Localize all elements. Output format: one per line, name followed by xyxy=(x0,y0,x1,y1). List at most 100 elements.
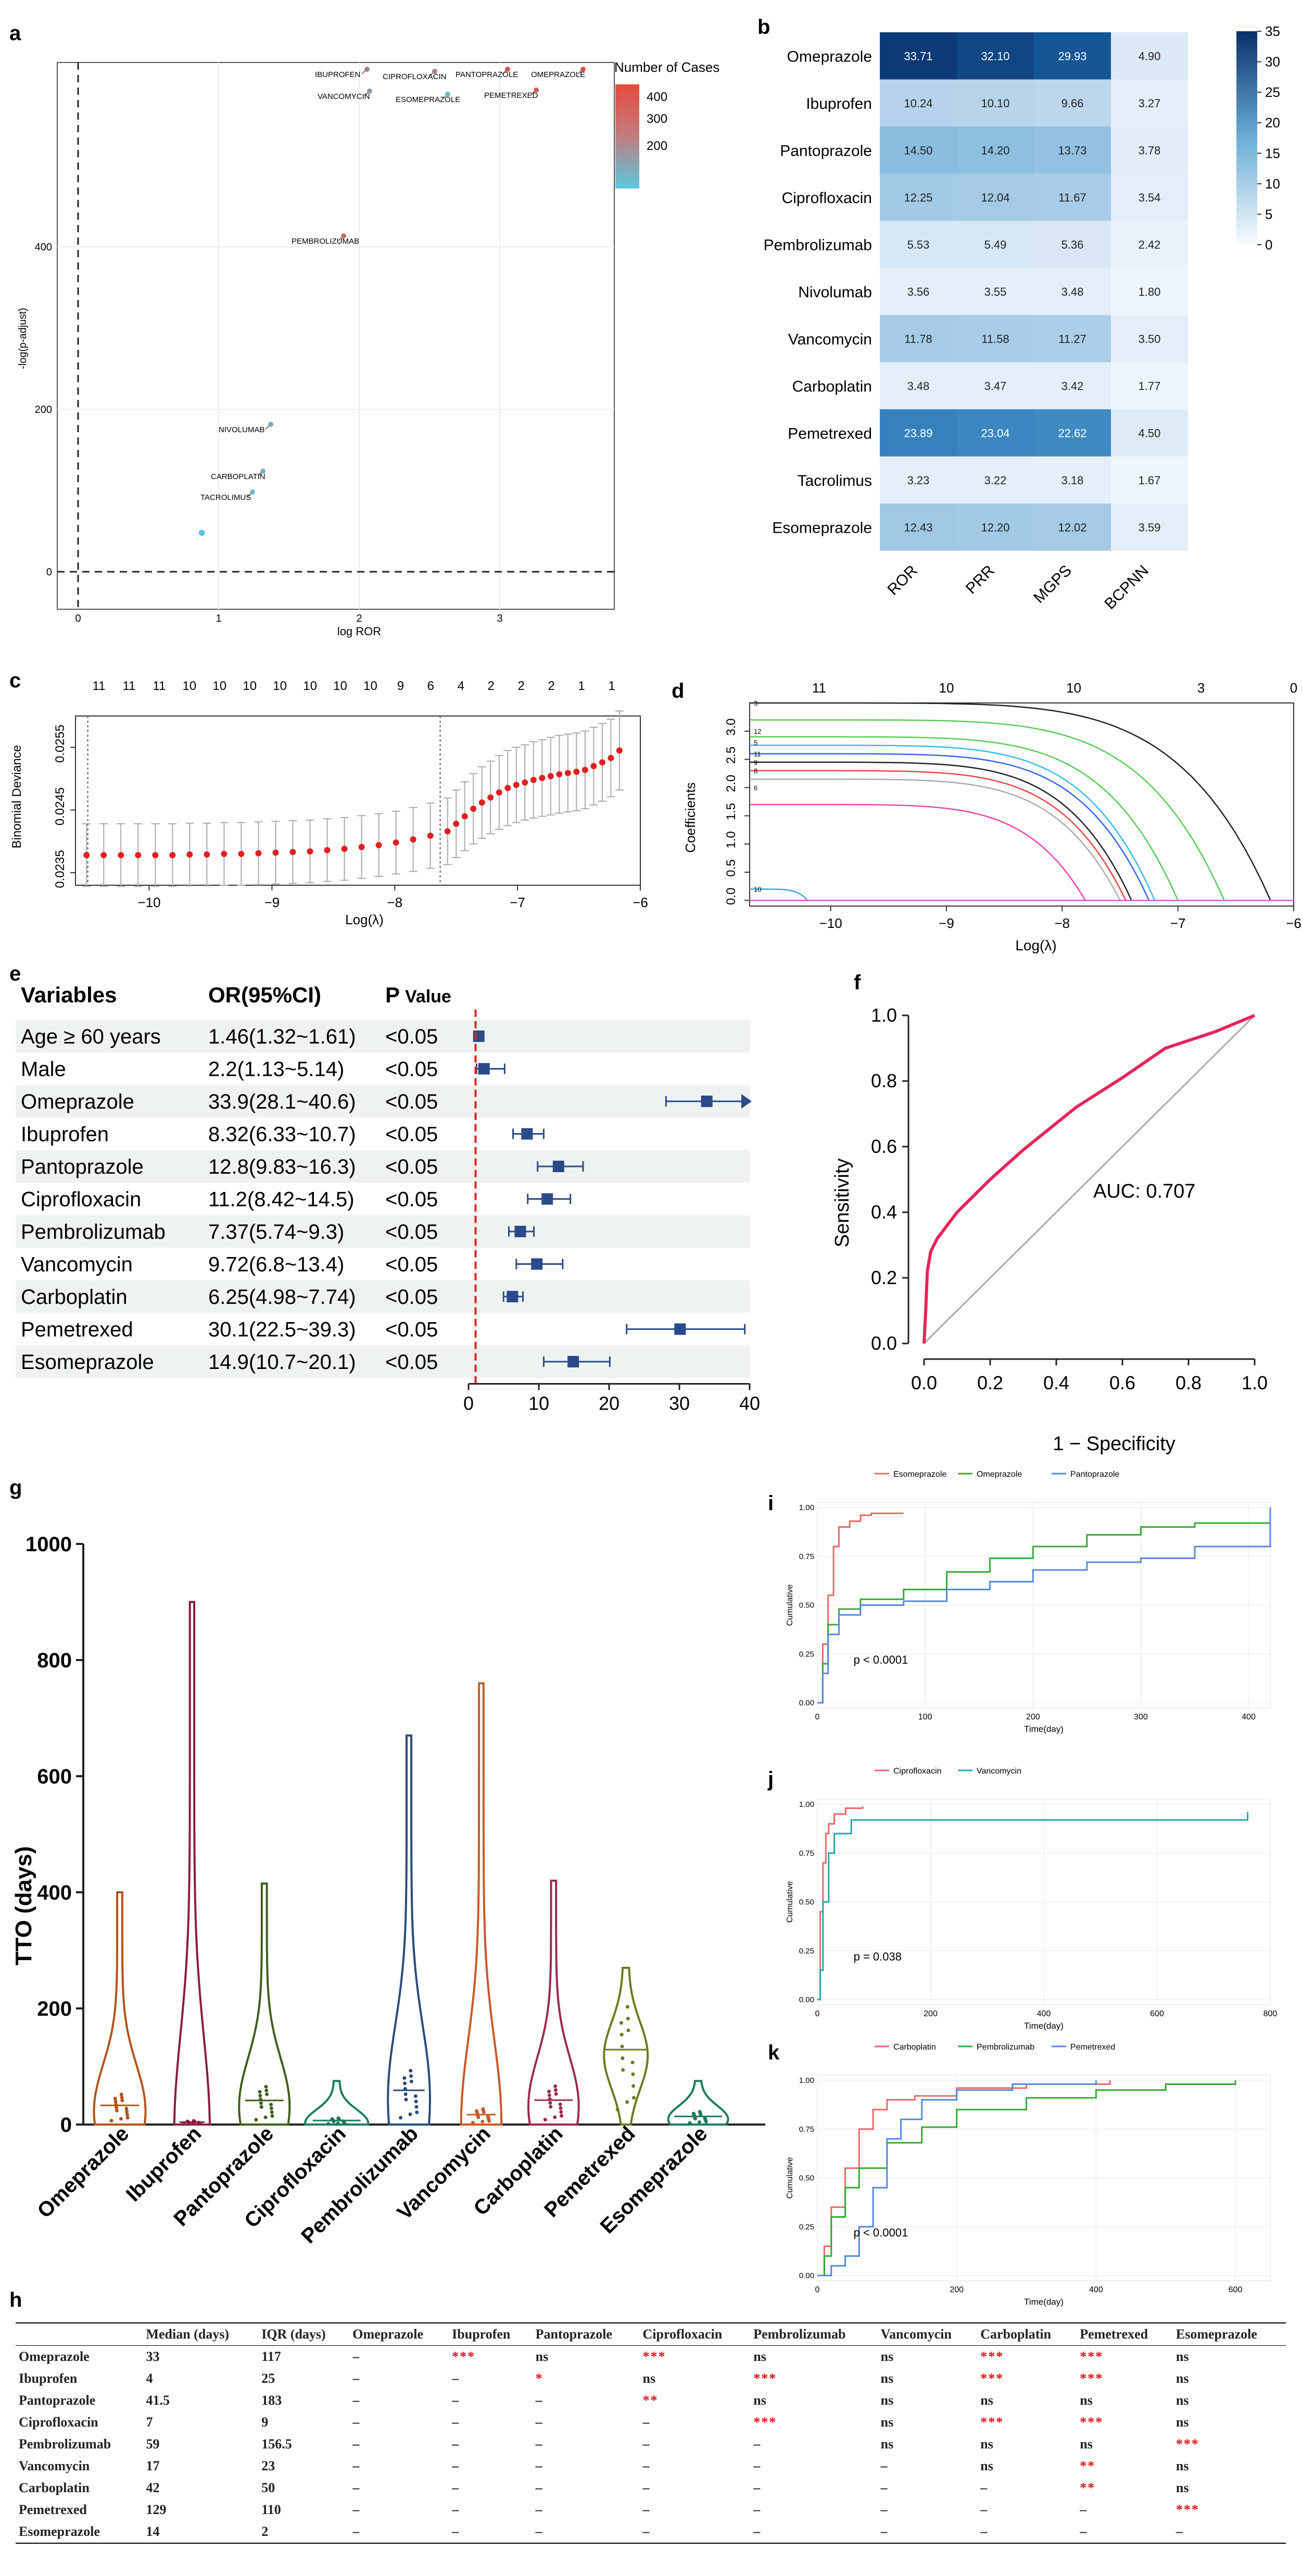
table-cell: – xyxy=(880,2458,888,2473)
data-dot xyxy=(115,2108,119,2113)
coefficient-path xyxy=(750,888,808,901)
x-tick-label: 200 xyxy=(924,2009,938,2018)
data-dot xyxy=(554,2092,558,2096)
table-cell: ns xyxy=(880,2349,894,2364)
table-header-cell: Carboplatin xyxy=(977,2322,1077,2346)
heatmap-cell xyxy=(1111,173,1188,221)
x-tick-label: 0 xyxy=(815,1713,820,1721)
forest-row-band xyxy=(16,1215,750,1248)
y-axis-label: Binomial Deviance xyxy=(10,745,24,849)
data-dot xyxy=(626,2017,630,2021)
point-label: VANCOMYCIN xyxy=(318,92,370,101)
heatmap-cell-value: 10.10 xyxy=(981,97,1009,110)
cv-point xyxy=(582,766,588,773)
forest-row-band xyxy=(16,1345,750,1378)
heatmap-cell xyxy=(1034,315,1111,362)
panel-label-d: d xyxy=(672,680,685,702)
table-cell: * xyxy=(535,2371,543,2386)
heatmap-cell xyxy=(1111,268,1188,315)
table-cell: 4 xyxy=(146,2371,153,2386)
table-cell: *** xyxy=(1080,2349,1104,2364)
table-cell: 156.5 xyxy=(261,2436,292,2452)
heatmap-cell-value: 32.10 xyxy=(981,49,1009,62)
table-cell: – xyxy=(1172,2521,1286,2544)
table-cell: – xyxy=(753,2502,761,2517)
y-tick-label: 0.75 xyxy=(799,1552,814,1561)
data-dot xyxy=(547,2089,551,2093)
data-dot xyxy=(548,2097,552,2101)
forest-header-value: Value xyxy=(405,987,451,1007)
data-dot xyxy=(125,2113,129,2117)
forest-p-value: <0.05 xyxy=(385,1090,438,1113)
top-tick-label: 10 xyxy=(273,679,287,693)
table-cell: *** xyxy=(980,2415,1004,2430)
forest-p-value: <0.05 xyxy=(385,1286,438,1309)
heatmap-cell xyxy=(1034,221,1111,268)
path-index-label: 10 xyxy=(754,886,761,894)
y-tick-label: 0.4 xyxy=(871,1201,897,1223)
y-tick-label: 400 xyxy=(35,242,52,253)
forest-p-value: <0.05 xyxy=(385,1318,438,1341)
data-dot xyxy=(413,2094,418,2098)
table-cell: *** xyxy=(452,2349,476,2364)
cumulative-step-line xyxy=(817,1507,1271,1704)
data-dot xyxy=(265,2092,269,2096)
cumulative-step-line xyxy=(817,1806,864,2001)
y-tick-label: 800 xyxy=(37,1649,72,1672)
x-tick-label: −9 xyxy=(939,915,954,931)
forest-variable-label: Male xyxy=(21,1058,66,1081)
data-dot xyxy=(547,2093,551,2097)
forest-variable-label: Age ≥ 60 years xyxy=(21,1025,161,1048)
table-cell: 183 xyxy=(261,2393,282,2408)
forest-row-band xyxy=(16,1085,750,1118)
heatmap-cell xyxy=(880,409,957,457)
y-tick-label: 0.25 xyxy=(799,1650,814,1658)
path-index-label: 11 xyxy=(754,750,761,758)
y-axis-label: Cumulative xyxy=(786,1881,794,1922)
y-tick-label: 0.25 xyxy=(799,1946,814,1955)
top-tick-label: 4 xyxy=(458,679,464,693)
panel-label-g: g xyxy=(9,1476,22,1499)
y-tick-label: 0.00 xyxy=(799,2271,814,2280)
table-cell: 23 xyxy=(261,2458,275,2473)
data-dot xyxy=(109,2119,113,2123)
y-tick-label: 0.75 xyxy=(799,1849,814,1858)
colorbar-tick-label: 20 xyxy=(1265,115,1280,131)
y-tick-label: 2.5 xyxy=(724,747,738,764)
top-tick-label: 6 xyxy=(427,679,434,693)
table-cell: – xyxy=(535,2480,542,2495)
table-row: Omeprazole 33 117 – *** ns *** ns ns *** *** ns xyxy=(16,2346,1286,2368)
table-cell: Pembrolizumab xyxy=(19,2436,111,2452)
heatmap-cell xyxy=(1111,79,1188,127)
or-square xyxy=(674,1323,686,1335)
table-row: Pembrolizumab 59 156.5 – – – – – ns ns ns *** xyxy=(16,2433,1286,2455)
legend-label: Ciprofloxacin xyxy=(893,1767,941,1776)
cumulative-step-line xyxy=(817,1812,1248,2001)
forest-variable-label: Ibuprofen xyxy=(21,1123,109,1146)
legend-colorbar xyxy=(615,84,639,189)
table-cell: – xyxy=(452,2415,459,2430)
table-cell: Omeprazole xyxy=(19,2349,90,2364)
heatmap-cell xyxy=(1111,409,1188,457)
data-dot xyxy=(621,2056,625,2060)
data-dot xyxy=(197,2120,201,2125)
legend-tick: 300 xyxy=(647,112,667,126)
table-cell: – xyxy=(980,2502,988,2517)
table-row: Ciprofloxacin 7 9 – – – – *** ns *** *** ns xyxy=(16,2411,1286,2433)
table-cell: ns xyxy=(880,2436,894,2452)
forest-variable-label: Pantoprazole xyxy=(21,1155,144,1178)
x-tick-label: 0 xyxy=(75,613,81,624)
data-dot xyxy=(185,2119,189,2123)
data-dot xyxy=(409,2079,413,2083)
tto-comparison-table: Median (days) IQR (days) Omeprazole Ibuprof… xyxy=(16,2322,1286,2544)
heatmap-cell xyxy=(957,32,1034,80)
x-tick-label: 3 xyxy=(497,613,502,624)
data-dot xyxy=(336,2121,340,2126)
colorbar-tick-label: 15 xyxy=(1265,145,1280,161)
y-axis-label: -log(p-adjust) xyxy=(17,308,29,369)
table-cell: ns xyxy=(1175,2480,1189,2495)
x-tick-label: 0.6 xyxy=(1109,1372,1135,1393)
cv-point xyxy=(186,851,193,858)
cv-point xyxy=(530,776,537,783)
data-point xyxy=(367,89,372,94)
